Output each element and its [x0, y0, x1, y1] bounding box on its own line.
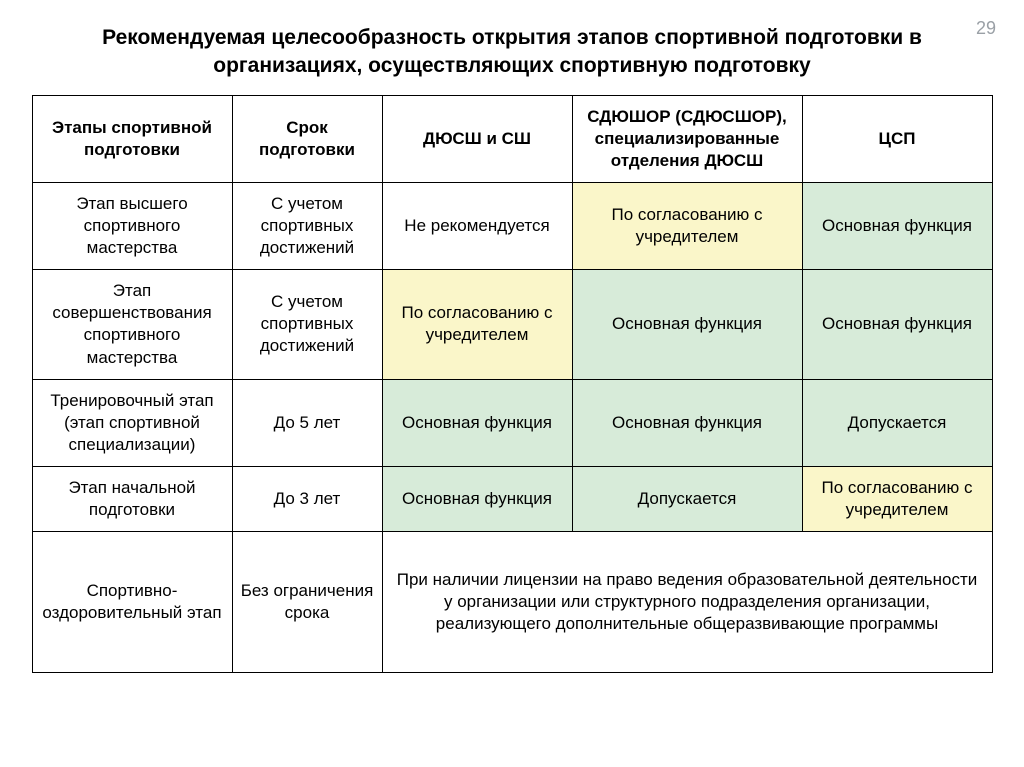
table-row: Этап начальной подготовкиДо 3 летОсновна… [32, 466, 992, 531]
cell-value: По согласованию с учредителем [382, 270, 572, 379]
table-row: Спортивно-оздоровительный этапБез ограни… [32, 532, 992, 673]
cell-value: Основная функция [382, 379, 572, 466]
cell-value: По согласованию с учредителем [572, 182, 802, 269]
cell-term: С учетом спортивных достижений [232, 182, 382, 269]
col-header-csp: ЦСП [802, 95, 992, 182]
header-row: Этапы спортивной подготовки Срок подгото… [32, 95, 992, 182]
cell-stage: Этап высшего спортивного мастерства [32, 182, 232, 269]
cell-stage: Этап начальной подготовки [32, 466, 232, 531]
cell-value: По согласованию с учредителем [802, 466, 992, 531]
page-number: 29 [976, 18, 996, 39]
col-header-dyussh: ДЮСШ и СШ [382, 95, 572, 182]
table-row: Этап совершенствования спортивного масте… [32, 270, 992, 379]
cell-term: Без ограничения срока [232, 532, 382, 673]
table-row: Тренировочный этап (этап спортивной спец… [32, 379, 992, 466]
cell-stage: Этап совершенствования спортивного масте… [32, 270, 232, 379]
col-header-stage: Этапы спортивной подготовки [32, 95, 232, 182]
cell-value: Не рекомендуется [382, 182, 572, 269]
cell-merged-note: При наличии лицензии на право ведения об… [382, 532, 992, 673]
cell-value: Основная функция [802, 182, 992, 269]
cell-value: Основная функция [572, 379, 802, 466]
col-header-sdyushor: СДЮШОР (СДЮСШОР), специализированные отд… [572, 95, 802, 182]
recommendation-table: Этапы спортивной подготовки Срок подгото… [32, 95, 993, 673]
cell-value: Основная функция [382, 466, 572, 531]
cell-value: Допускается [802, 379, 992, 466]
cell-term: До 3 лет [232, 466, 382, 531]
cell-term: С учетом спортивных достижений [232, 270, 382, 379]
col-header-term: Срок подготовки [232, 95, 382, 182]
table-row: Этап высшего спортивного мастерстваС уче… [32, 182, 992, 269]
cell-stage: Спортивно-оздоровительный этап [32, 532, 232, 673]
cell-value: Основная функция [802, 270, 992, 379]
cell-stage: Тренировочный этап (этап спортивной спец… [32, 379, 232, 466]
cell-value: Основная функция [572, 270, 802, 379]
cell-term: До 5 лет [232, 379, 382, 466]
cell-value: Допускается [572, 466, 802, 531]
page-title: Рекомендуемая целесообразность открытия … [0, 0, 1024, 95]
